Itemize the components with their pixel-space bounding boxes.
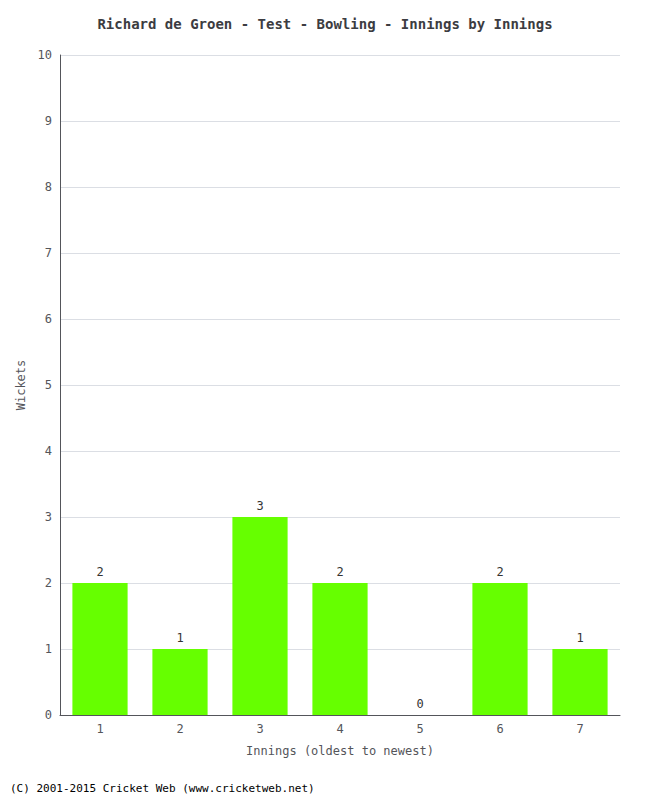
svg-text:3: 3 <box>45 510 52 524</box>
svg-text:3: 3 <box>256 722 263 736</box>
svg-text:10: 10 <box>38 48 52 62</box>
svg-text:7: 7 <box>45 246 52 260</box>
svg-text:0: 0 <box>416 697 423 711</box>
svg-text:5: 5 <box>416 722 423 736</box>
svg-text:9: 9 <box>45 114 52 128</box>
svg-text:2: 2 <box>336 565 343 579</box>
svg-text:4: 4 <box>45 444 52 458</box>
svg-text:7: 7 <box>576 722 583 736</box>
svg-text:2: 2 <box>176 722 183 736</box>
svg-text:8: 8 <box>45 180 52 194</box>
svg-text:6: 6 <box>496 722 503 736</box>
svg-text:0: 0 <box>45 708 52 722</box>
svg-text:(C) 2001-2015 Cricket Web (www: (C) 2001-2015 Cricket Web (www.cricketwe… <box>10 782 315 795</box>
svg-text:Wickets: Wickets <box>14 360 28 411</box>
svg-text:5: 5 <box>45 378 52 392</box>
svg-text:2: 2 <box>45 576 52 590</box>
svg-text:Richard de Groen - Test - Bowl: Richard de Groen - Test - Bowling - Inni… <box>97 16 552 32</box>
svg-text:1: 1 <box>576 631 583 645</box>
svg-text:6: 6 <box>45 312 52 326</box>
svg-text:1: 1 <box>45 642 52 656</box>
svg-text:2: 2 <box>496 565 503 579</box>
svg-text:Innings (oldest to newest): Innings (oldest to newest) <box>246 744 434 758</box>
svg-text:2: 2 <box>96 565 103 579</box>
svg-text:3: 3 <box>256 499 263 513</box>
svg-text:1: 1 <box>176 631 183 645</box>
svg-text:1: 1 <box>96 722 103 736</box>
svg-text:4: 4 <box>336 722 343 736</box>
